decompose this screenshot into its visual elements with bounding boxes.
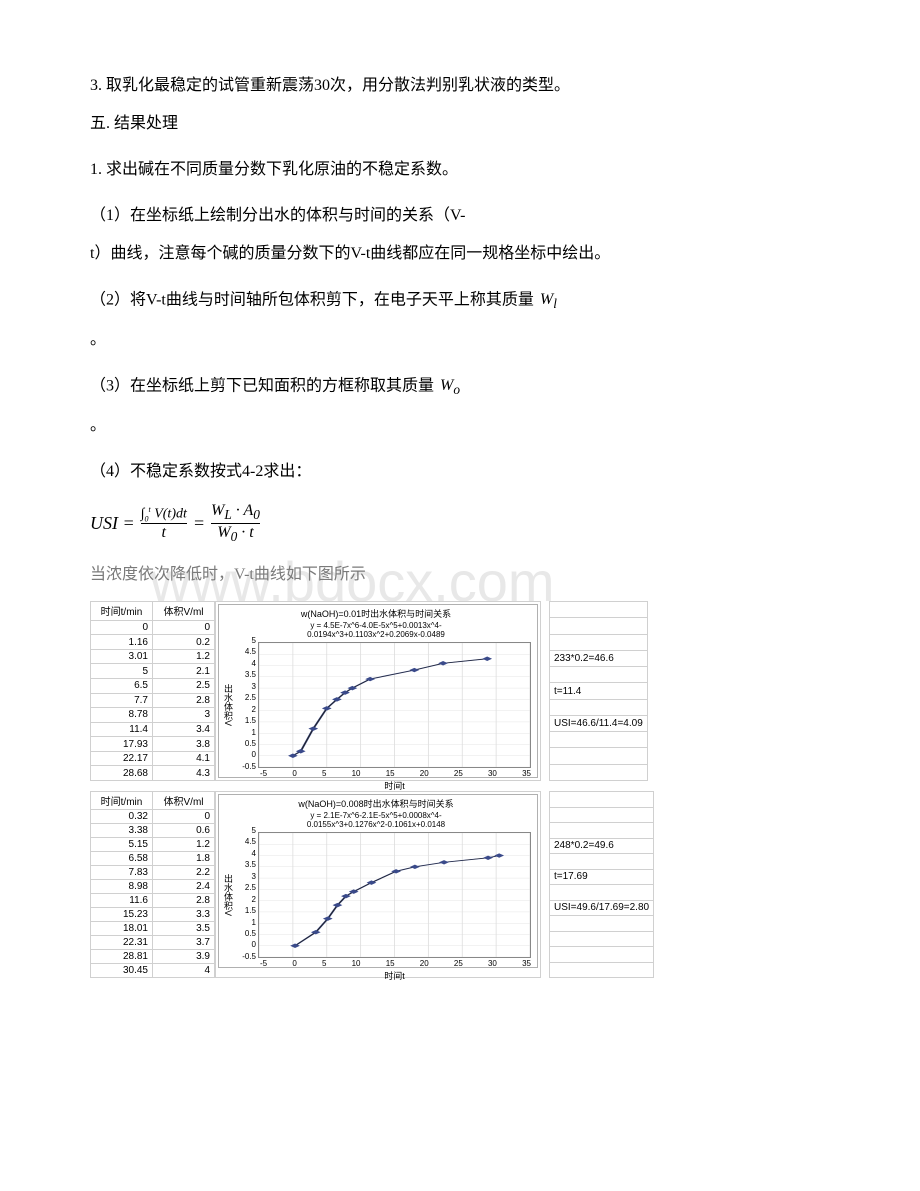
data-table-1: 时间t/min体积V/ml 001.160.23.011.252.16.52.5… (90, 601, 215, 781)
para-sub2: （2）将V-t曲线与时间轴所包体积剪下，在电子天平上称其质量 Wl (90, 284, 830, 318)
para-sub4: （4）不稳定系数按式4-2求出： (90, 456, 830, 488)
chart2-ylabel: 出水体积V (221, 832, 236, 958)
side-notes-2: 248*0.2=49.6 t=17.69 USI=49.6/17.69=2.80 (549, 791, 654, 978)
usi-num1: ∫0t V(t)dt (141, 505, 187, 523)
note1-2: USI=46.6/11.4=4.09 (550, 715, 648, 731)
formula-wl: Wl (540, 284, 557, 318)
para-sub3-text: （3）在坐标纸上剪下已知面积的方框称取其质量 (90, 377, 434, 394)
para-sub2-text: （2）将V-t曲线与时间轴所包体积剪下，在电子天平上称其质量 (90, 292, 534, 309)
chart-1: w(NaOH)=0.01时出水体积与时间关系 y = 4.5E-7x^6-4.0… (218, 604, 538, 778)
para-sub2-period: 。 (90, 324, 830, 356)
para-step1: 1. 求出碱在不同质量分数下乳化原油的不稳定系数。 (90, 154, 830, 186)
t2-h0: 时间t/min (91, 792, 153, 810)
chart-1-cell: w(NaOH)=0.01时出水体积与时间关系 y = 4.5E-7x^6-4.0… (215, 601, 541, 781)
usi-formula: USI = ∫0t V(t)dt t = WL · A0 W0 · t (90, 502, 830, 545)
note2-1: t=17.69 (550, 869, 654, 885)
note1-1: t=11.4 (550, 683, 648, 699)
chart1-plot (258, 642, 531, 768)
chart2-plot (258, 832, 531, 958)
usi-lhs: USI = (90, 513, 135, 534)
chart-2: w(NaOH)=0.008时出水体积与时间关系 y = 2.1E-7x^6-2.… (218, 794, 538, 968)
chart2-subtitle: y = 2.1E-7x^6-2.1E-5x^5+0.0008x^4-0.0155… (221, 811, 531, 830)
chart1-subtitle: y = 4.5E-7x^6-4.0E-5x^5+0.0013x^4-0.0194… (221, 621, 531, 640)
formula-wl-sub: l (553, 296, 557, 311)
usi-eq: = (193, 513, 205, 534)
formula-wo-w: W (440, 377, 453, 394)
data-table-2: 时间t/min体积V/ml 0.3203.380.65.151.26.581.8… (90, 791, 215, 978)
formula-wl-w: W (540, 291, 553, 308)
chart1-title: w(NaOH)=0.01时出水体积与时间关系 (221, 609, 531, 621)
chart1-xlabel: 时间t (258, 779, 531, 792)
heading-5: 五. 结果处理 (90, 108, 830, 140)
para-vt: 当浓度依次降低时，V-t曲线如下图所示 (90, 559, 830, 591)
note2-2: USI=49.6/17.69=2.80 (550, 900, 654, 916)
chart2-xlabel: 时间t (258, 969, 531, 982)
chart2-title: w(NaOH)=0.008时出水体积与时间关系 (221, 799, 531, 811)
para-sub3: （3）在坐标纸上剪下已知面积的方框称取其质量 Wo (90, 370, 830, 404)
usi-den1: t (162, 524, 166, 542)
t2-h1: 体积V/ml (153, 792, 215, 810)
t1-h0: 时间t/min (91, 602, 153, 621)
usi-den2: W0 · t (217, 524, 253, 545)
spreadsheet-1: 时间t/min体积V/ml 001.160.23.011.252.16.52.5… (90, 601, 830, 781)
note2-0: 248*0.2=49.6 (550, 838, 654, 854)
chart1-ylabel: 出水体积V (221, 642, 236, 768)
t1-h1: 体积V/ml (153, 602, 215, 621)
spreadsheet-2: 时间t/min体积V/ml 0.3203.380.65.151.26.581.8… (90, 791, 830, 978)
formula-wo: Wo (440, 370, 460, 404)
note1-0: 233*0.2=46.6 (550, 650, 648, 666)
chart-2-cell: w(NaOH)=0.008时出水体积与时间关系 y = 2.1E-7x^6-2.… (215, 791, 541, 978)
formula-wo-sub: o (453, 382, 460, 397)
side-notes-1: 233*0.2=46.6 t=11.4 USI=46.6/11.4=4.09 (549, 601, 648, 781)
para-sub3-period: 。 (90, 410, 830, 442)
para-step3: 3. 取乳化最稳定的试管重新震荡30次，用分散法判别乳状液的类型。 (90, 70, 830, 102)
para-sub1b: t）曲线，注意每个碱的质量分数下的V-t曲线都应在同一规格坐标中绘出。 (90, 238, 830, 270)
para-sub1a: （1）在坐标纸上绘制分出水的体积与时间的关系（V- (90, 200, 830, 232)
usi-num2: WL · A0 (211, 502, 260, 523)
